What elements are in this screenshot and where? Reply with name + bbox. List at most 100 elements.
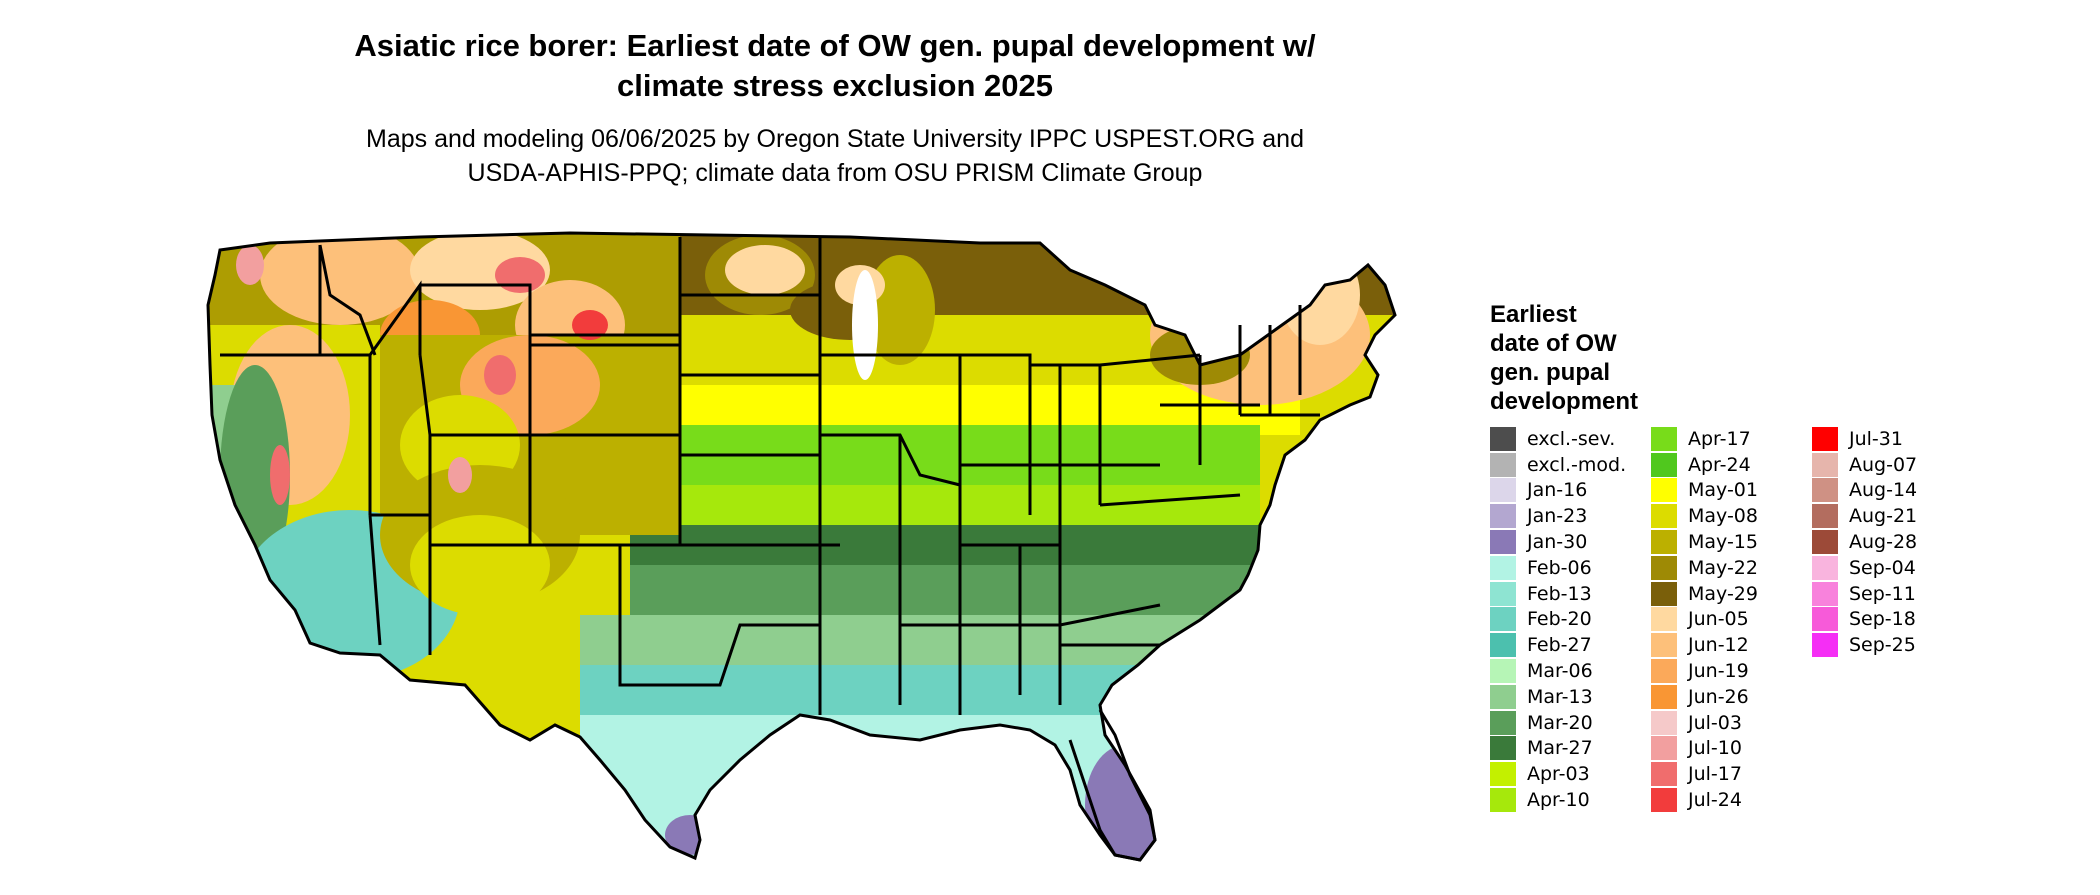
- legend-item: Aug-14: [1812, 478, 1973, 504]
- legend-item: Jan-30: [1490, 529, 1651, 555]
- legend-item: Mar-27: [1490, 736, 1651, 762]
- map-zone-mid-south-band: [580, 485, 1260, 530]
- legend-swatch: [1490, 684, 1516, 709]
- subtitle-line-2: USDA-APHIS-PPQ; climate data from OSU PR…: [467, 159, 1203, 187]
- legend-label: May-01: [1688, 479, 1758, 502]
- legend-item: Sep-25: [1812, 632, 1973, 658]
- legend-label: excl.-sev.: [1527, 427, 1616, 450]
- legend-label: Sep-25: [1849, 634, 1916, 657]
- legend-column: Apr-17 Apr-24 May-01 May-08 May-15 May-22 May-…: [1651, 426, 1812, 813]
- legend-label: Mar-20: [1527, 711, 1593, 734]
- legend-swatch: [1651, 530, 1677, 555]
- legend-item: Mar-06: [1490, 658, 1651, 684]
- legend-label: Jun-12: [1688, 634, 1749, 657]
- legend-swatch: [1490, 555, 1516, 580]
- legend-item: May-08: [1651, 503, 1812, 529]
- legend-label: Apr-03: [1527, 763, 1590, 786]
- legend-item: Apr-17: [1651, 426, 1812, 452]
- legend-label: Jan-16: [1527, 479, 1588, 502]
- legend-swatch: [1490, 581, 1516, 606]
- legend-item: Aug-28: [1812, 529, 1973, 555]
- legend-label: Aug-14: [1849, 479, 1918, 502]
- state-borders: [206, 231, 1397, 862]
- legend-swatch: [1812, 581, 1838, 606]
- legend-item: Jun-19: [1651, 658, 1812, 684]
- legend-swatch: [1651, 684, 1677, 709]
- legend-item: excl.-mod.: [1490, 452, 1651, 478]
- legend-label: Apr-10: [1527, 789, 1590, 812]
- legend-label: Jan-30: [1527, 531, 1588, 554]
- legend-item: May-29: [1651, 581, 1812, 607]
- legend-item: Sep-11: [1812, 581, 1973, 607]
- legend-label: Aug-07: [1849, 453, 1918, 476]
- legend-swatch: [1651, 452, 1677, 477]
- legend-item: Jan-23: [1490, 503, 1651, 529]
- legend-item: Aug-07: [1812, 452, 1973, 478]
- legend-swatch: [1651, 633, 1677, 658]
- legend-item: Apr-24: [1651, 452, 1812, 478]
- legend-title-line-1: Earliest: [1490, 301, 1577, 328]
- legend-label: May-08: [1688, 505, 1758, 528]
- legend-swatch: [1812, 426, 1838, 451]
- legend-item: Jan-16: [1490, 478, 1651, 504]
- legend-label: Sep-18: [1849, 608, 1916, 631]
- legend-label: Jul-10: [1688, 737, 1742, 760]
- legend-item: Apr-10: [1490, 787, 1651, 813]
- map-title: Asiatic rice borer: Earliest date of OW …: [280, 26, 1390, 106]
- legend-title-line-4: development: [1490, 388, 1639, 415]
- legend-label: Mar-27: [1527, 737, 1593, 760]
- legend-item: Mar-20: [1490, 710, 1651, 736]
- legend-label: Jul-03: [1688, 711, 1742, 734]
- legend-label: Jan-23: [1527, 505, 1588, 528]
- legend-label: Jul-17: [1688, 763, 1742, 786]
- legend-swatch: [1812, 504, 1838, 529]
- legend-item: Feb-20: [1490, 607, 1651, 633]
- legend-item: Feb-27: [1490, 632, 1651, 658]
- legend-item: Jul-31: [1812, 426, 1973, 452]
- legend-item: May-15: [1651, 529, 1812, 555]
- legend-swatch: [1651, 555, 1677, 580]
- legend-item: Mar-13: [1490, 684, 1651, 710]
- legend-label: excl.-mod.: [1527, 453, 1627, 476]
- legend-label: May-15: [1688, 531, 1758, 554]
- legend-item: Jul-10: [1651, 736, 1812, 762]
- legend-item: Jun-05: [1651, 607, 1812, 633]
- legend-title-line-2: date of OW: [1490, 330, 1617, 357]
- legend-swatch: [1651, 581, 1677, 606]
- legend-label: Jun-19: [1688, 660, 1749, 683]
- legend-swatch: [1651, 504, 1677, 529]
- legend-swatch: [1651, 762, 1677, 787]
- legend-item: Feb-06: [1490, 555, 1651, 581]
- legend: Earliest date of OW gen. pupal developme…: [1490, 300, 1973, 813]
- map-header: Asiatic rice borer: Earliest date of OW …: [280, 26, 1390, 190]
- legend-swatch: [1490, 452, 1516, 477]
- legend-item: Sep-04: [1812, 555, 1973, 581]
- map-zone-mountain-peaks-1: [495, 257, 545, 293]
- legend-swatch: [1490, 710, 1516, 735]
- legend-label: Mar-06: [1527, 660, 1593, 683]
- legend-label: Jul-24: [1688, 789, 1742, 812]
- legend-columns: excl.-sev. excl.-mod. Jan-16 Jan-23 Jan-30 Fe…: [1490, 426, 1973, 813]
- map-color-fields: [208, 233, 1395, 860]
- legend-column: excl.-sev. excl.-mod. Jan-16 Jan-23 Jan-30 Fe…: [1490, 426, 1651, 813]
- legend-swatch: [1651, 710, 1677, 735]
- legend-swatch: [1490, 762, 1516, 787]
- map-zone-central-band: [580, 425, 1260, 495]
- legend-swatch: [1651, 659, 1677, 684]
- legend-title: Earliest date of OW gen. pupal developme…: [1490, 300, 1690, 416]
- legend-swatch: [1490, 659, 1516, 684]
- legend-label: Aug-21: [1849, 505, 1918, 528]
- legend-swatch: [1490, 736, 1516, 761]
- legend-swatch: [1812, 452, 1838, 477]
- legend-swatch: [1490, 788, 1516, 813]
- title-line-2: climate stress exclusion 2025: [617, 68, 1053, 103]
- legend-swatch: [1490, 530, 1516, 555]
- legend-label: Sep-11: [1849, 582, 1916, 605]
- legend-item: Aug-21: [1812, 503, 1973, 529]
- legend-label: Jul-31: [1849, 427, 1903, 450]
- map-zone-high-country-west: [260, 233, 420, 325]
- legend-label: Feb-20: [1527, 608, 1592, 631]
- legend-label: May-29: [1688, 582, 1758, 605]
- legend-swatch: [1490, 633, 1516, 658]
- legend-swatch: [1812, 478, 1838, 503]
